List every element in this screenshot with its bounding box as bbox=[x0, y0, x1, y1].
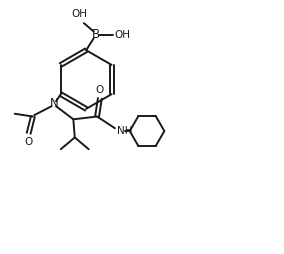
Text: OH: OH bbox=[115, 30, 131, 40]
Text: O: O bbox=[24, 137, 33, 147]
Text: NH: NH bbox=[117, 126, 133, 136]
Text: N: N bbox=[49, 98, 58, 110]
Text: OH: OH bbox=[71, 9, 87, 19]
Text: B: B bbox=[92, 28, 100, 41]
Text: O: O bbox=[96, 85, 104, 95]
